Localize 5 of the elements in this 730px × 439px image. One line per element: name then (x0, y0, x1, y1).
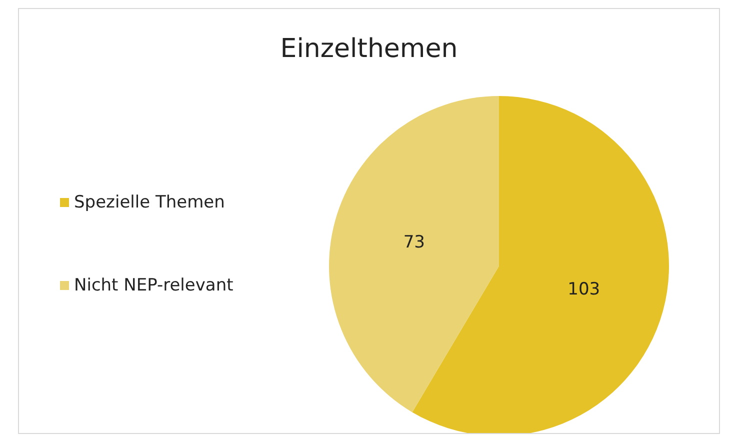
legend-label: Nicht NEP-relevant (74, 276, 234, 296)
data-label: 73 (403, 232, 425, 253)
chart-title: Einzelthemen (280, 34, 458, 64)
data-label: 103 (568, 279, 600, 300)
legend-label: Spezielle Themen (74, 192, 225, 212)
